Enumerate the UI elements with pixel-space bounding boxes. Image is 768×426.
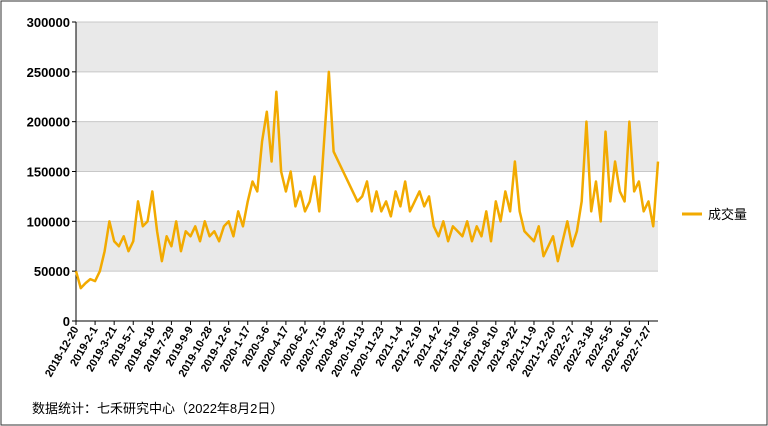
- source-note: 数据统计：七禾研究中心（2022年8月2日）: [32, 401, 283, 416]
- legend-label: 成交量: [708, 207, 747, 222]
- series-line: [74, 70, 660, 290]
- y-tick-label: 200000: [27, 115, 70, 130]
- y-tick-label: 100000: [27, 214, 70, 229]
- grid-band: [76, 221, 658, 272]
- y-tick-label: 150000: [27, 165, 70, 180]
- grid-band: [76, 121, 658, 172]
- y-tick-label: 250000: [27, 65, 70, 80]
- y-tick-label: 0: [63, 314, 70, 329]
- grid-band: [76, 22, 658, 72]
- y-tick-label: 50000: [34, 264, 70, 279]
- y-tick-label: 300000: [27, 15, 70, 30]
